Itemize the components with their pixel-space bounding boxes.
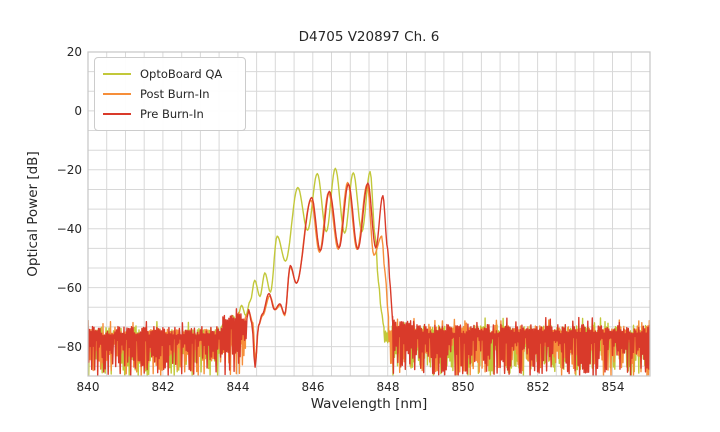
y-tick-m40: −40 (56, 222, 82, 236)
x-axis-label: Wavelength [nm] (310, 396, 428, 412)
x-tick-844: 844 (226, 380, 250, 394)
y-tick-m60: −60 (56, 281, 82, 295)
x-tick-850: 850 (451, 380, 475, 394)
y-tick-20: 20 (66, 45, 82, 59)
series-2-line (88, 182, 650, 376)
x-tick-840: 840 (76, 380, 100, 394)
x-tick-842: 842 (151, 380, 175, 394)
series-1-line (88, 181, 650, 376)
chart-title: D4705 V20897 Ch. 6 (298, 29, 440, 45)
y-tick-m80: −80 (56, 340, 82, 354)
legend-item-post-burn-in: Post Burn-In (103, 84, 235, 104)
x-tick-846: 846 (301, 380, 325, 394)
legend-item-optoboard-qa: OptoBoard QA (103, 64, 235, 84)
legend-label-post-burn-in: Post Burn-In (140, 87, 210, 101)
legend-line-pre-burn-in-icon (103, 113, 131, 115)
x-tick-854: 854 (601, 380, 625, 394)
legend-label-pre-burn-in: Pre Burn-In (140, 107, 204, 121)
y-tick-m20: −20 (56, 163, 82, 177)
legend-line-post-burn-in-icon (103, 93, 131, 95)
y-axis-label: Optical Power [dB] (25, 151, 41, 277)
y-tick-0: 0 (74, 104, 82, 118)
legend: OptoBoard QA Post Burn-In Pre Burn-In (94, 57, 246, 131)
legend-item-pre-burn-in: Pre Burn-In (103, 104, 235, 124)
legend-line-optoboard-qa-icon (103, 73, 131, 75)
x-tick-848: 848 (376, 380, 400, 394)
axes-spines (87, 51, 651, 377)
x-tick-852: 852 (526, 380, 550, 394)
legend-label-optoboard-qa: OptoBoard QA (140, 67, 223, 81)
